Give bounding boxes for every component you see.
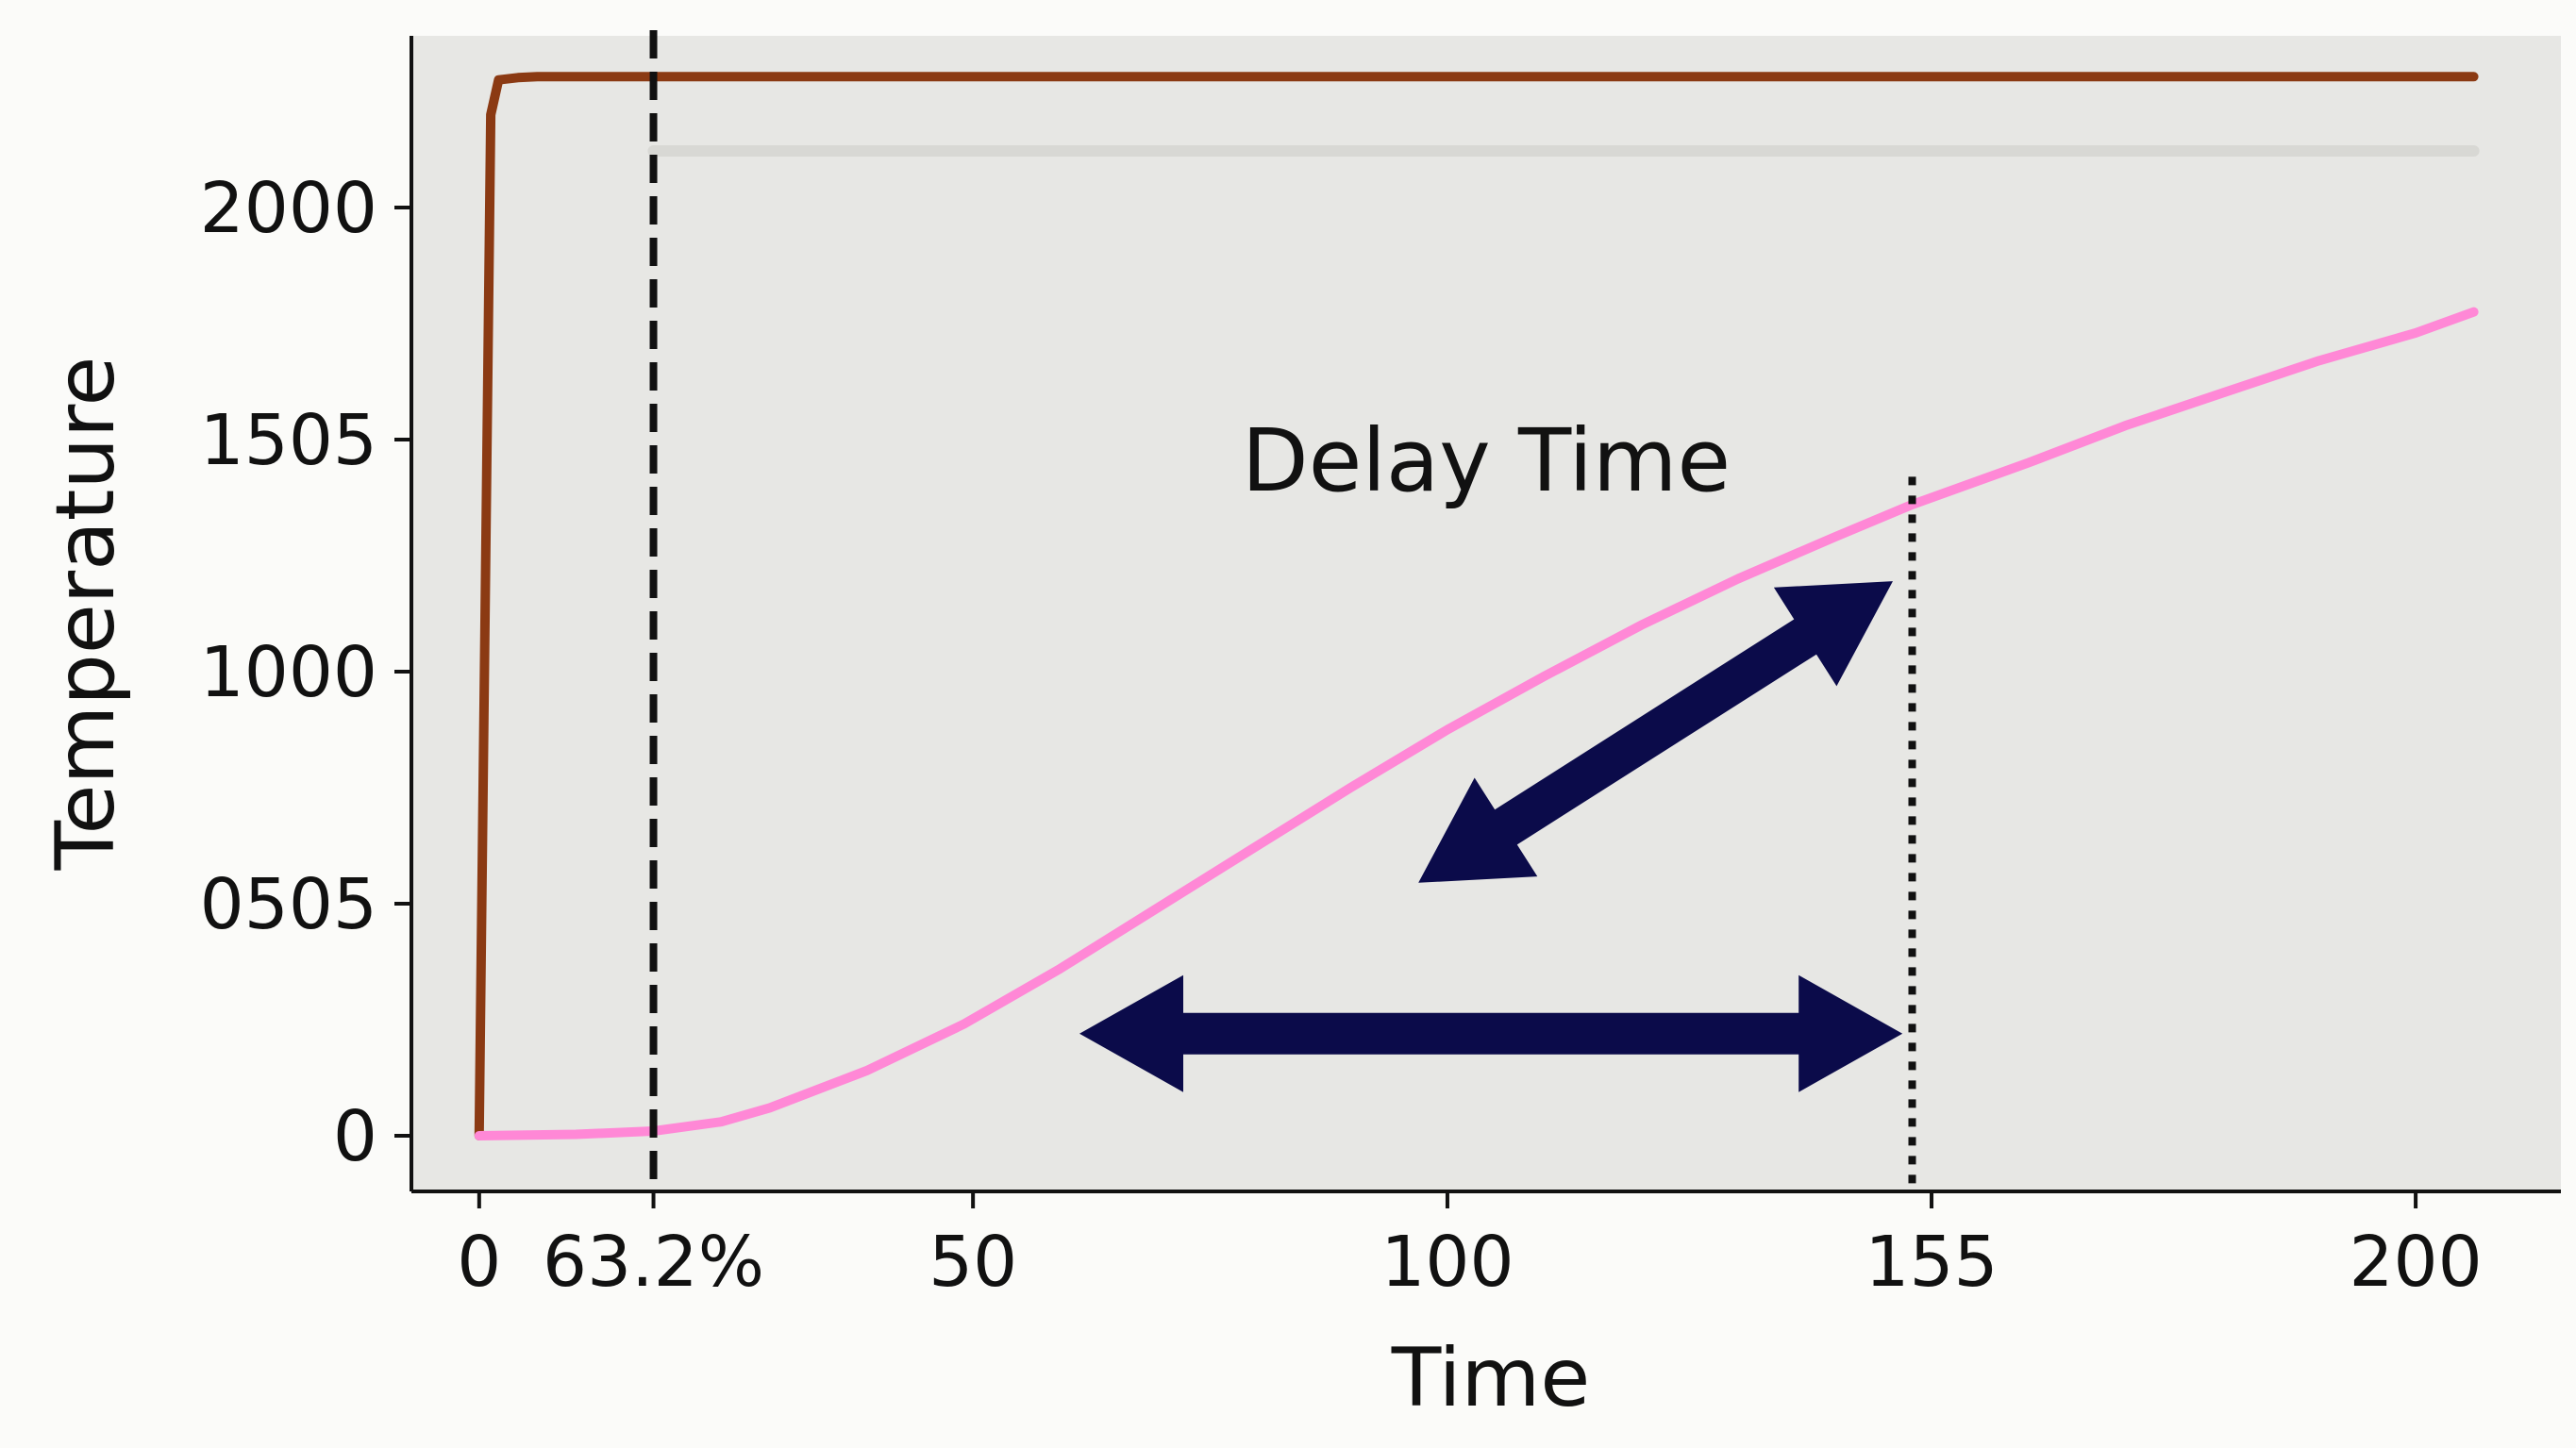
x-tick-label: 63.2%: [543, 1222, 764, 1303]
y-axis-title: Temperature: [39, 357, 133, 872]
double-arrow-diagonal: [1418, 581, 1893, 883]
series-line-2: [474, 307, 2479, 1140]
x-tick-label: 50: [928, 1222, 1017, 1303]
annotation-delay-time-label: Delay Time: [1242, 410, 1731, 511]
double-arrow-horizontal: [1079, 974, 1903, 1092]
y-tick-label: 2000: [200, 168, 377, 249]
x-tick-label: 0: [457, 1222, 501, 1303]
y-ticks: 0 0505 1000 1505 2000: [200, 168, 411, 1177]
reference-lines: [649, 30, 1916, 1191]
plot-area: [411, 36, 2561, 1191]
annotations: Delay Time: [1079, 410, 1903, 1092]
x-tick-label: 200: [2349, 1222, 2482, 1303]
y-tick-label: 0505: [200, 864, 377, 945]
x-ticks: 0 63.2% 50 100 155 200: [457, 1191, 2483, 1303]
series-line-0: [474, 72, 2479, 1140]
y-tick-label: 1000: [200, 632, 377, 713]
x-tick-label: 155: [1865, 1222, 1998, 1303]
y-tick-label: 0: [333, 1096, 377, 1177]
axes: [410, 36, 2561, 1193]
x-axis-title: Time: [1391, 1331, 1590, 1425]
x-tick-label: 100: [1380, 1222, 1514, 1303]
series-layer: [474, 72, 2480, 1140]
y-tick-label: 1505: [200, 400, 377, 481]
